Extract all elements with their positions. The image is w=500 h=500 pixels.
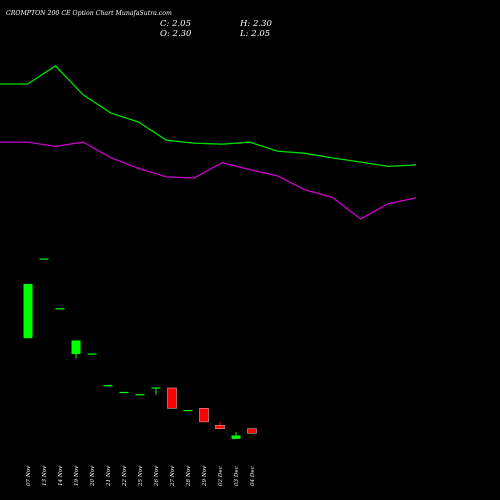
x-tick-label: 25 Nov [138,465,144,487]
close-readout: C: 2.05 [160,19,191,29]
high-readout: H: 2.30 [240,19,272,29]
low-readout: L: 2.05 [240,29,271,39]
x-tick-label: 02 Dec [218,465,224,486]
x-tick-label: 20 Nov [90,465,96,487]
candle-body [23,283,33,339]
x-tick-label: 28 Nov [186,465,192,487]
x-tick-label: 22 Nov [122,465,128,487]
chart-title: CROMPTON 200 CE Option Chart MunafaSutra… [6,10,172,17]
x-tick-label: 13 Nov [42,465,48,486]
x-tick-label: 27 Nov [170,465,176,487]
x-tick-label: 19 Nov [74,465,80,486]
x-tick-label: 07 Nov [26,465,32,486]
open-readout: O: 2.30 [160,29,192,39]
candle-body [199,408,209,423]
magenta-overlay-line [0,141,417,220]
x-tick-label: 26 Nov [154,465,160,487]
x-tick-label: 29 Nov [202,465,208,487]
green-overlay-line [0,65,417,168]
candle-body [247,428,257,434]
candle-body [71,340,81,355]
x-tick-label: 03 Dec [234,465,240,486]
x-tick-label: 21 Nov [106,465,112,487]
x-tick-label: 04 Dec [250,465,256,486]
candle-body [231,435,241,439]
candle-body [215,425,225,429]
x-tick-label: 14 Nov [58,465,64,486]
candle-body [167,387,177,409]
